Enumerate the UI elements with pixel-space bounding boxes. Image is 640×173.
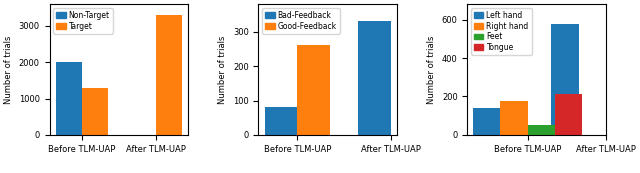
Bar [527, 125, 555, 135]
Bar [298, 45, 330, 135]
Y-axis label: Number of trials: Number of trials [218, 35, 227, 104]
Y-axis label: Number of trials: Number of trials [4, 35, 13, 104]
Bar [82, 88, 108, 135]
Bar [56, 62, 82, 135]
Bar [473, 108, 500, 135]
Legend: Non-Target, Target: Non-Target, Target [53, 8, 113, 34]
Bar [500, 101, 527, 135]
Legend: Left hand, Right hand, Feet, Tongue: Left hand, Right hand, Feet, Tongue [471, 8, 532, 55]
Bar [551, 24, 579, 135]
Y-axis label: Number of trials: Number of trials [428, 35, 436, 104]
Bar [265, 107, 298, 135]
Legend: Bad-Feedback, Good-Feedback: Bad-Feedback, Good-Feedback [262, 8, 340, 34]
Bar [555, 94, 582, 135]
Bar [156, 15, 182, 135]
Bar [358, 21, 390, 135]
